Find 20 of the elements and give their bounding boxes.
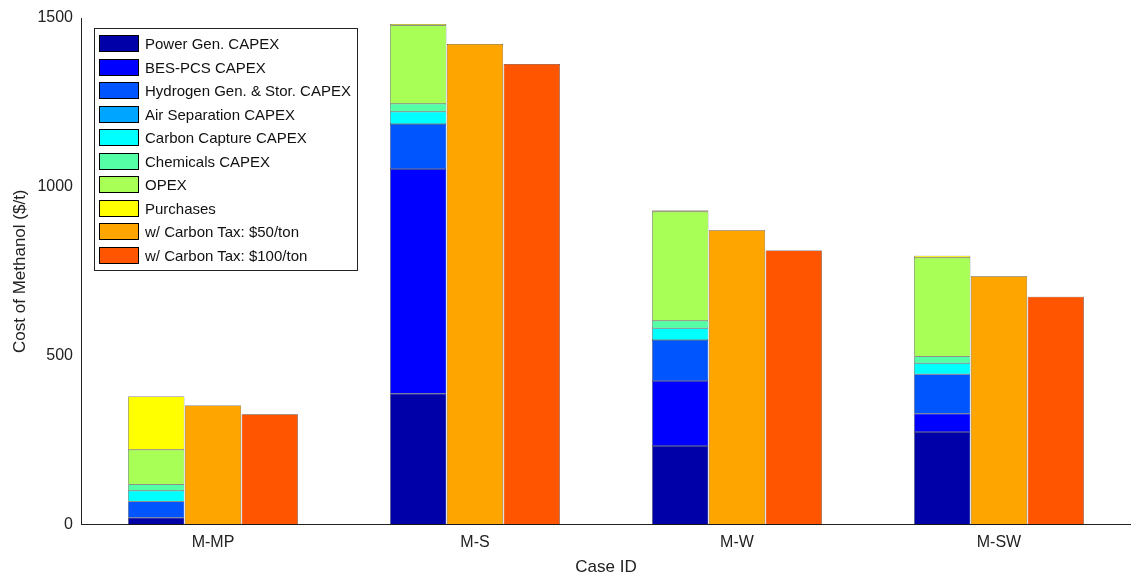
legend-label: Chemicals CAPEX <box>144 152 271 170</box>
legend-label: w/ Carbon Tax: $100/ton <box>144 246 308 264</box>
legend-label: Power Gen. CAPEX <box>144 35 280 53</box>
legend-label: Carbon Capture CAPEX <box>144 129 307 147</box>
x-tick-label: M-MP <box>191 533 235 551</box>
x-axis-title: Case ID <box>575 557 637 577</box>
y-tick-label: 500 <box>46 346 74 364</box>
y-tick-label: 1500 <box>37 8 74 26</box>
legend-label: BES-PCS CAPEX <box>144 58 266 76</box>
legend-label: w/ Carbon Tax: $50/ton <box>144 223 299 241</box>
y-axis-title: Cost of Methanol ($/t) <box>9 189 29 353</box>
legend-label: Purchases <box>144 199 216 217</box>
x-tick-label: M-S <box>460 533 490 551</box>
x-tick-label: M-SW <box>976 533 1023 551</box>
y-tick-label: 0 <box>64 514 74 532</box>
x-tick-label: M-W <box>720 533 755 551</box>
legend-label: Hydrogen Gen. & Stor. CAPEX <box>144 82 351 100</box>
legend-label: Air Separation CAPEX <box>144 105 296 123</box>
y-tick-label: 1000 <box>37 177 74 195</box>
legend-label: OPEX <box>144 176 187 194</box>
